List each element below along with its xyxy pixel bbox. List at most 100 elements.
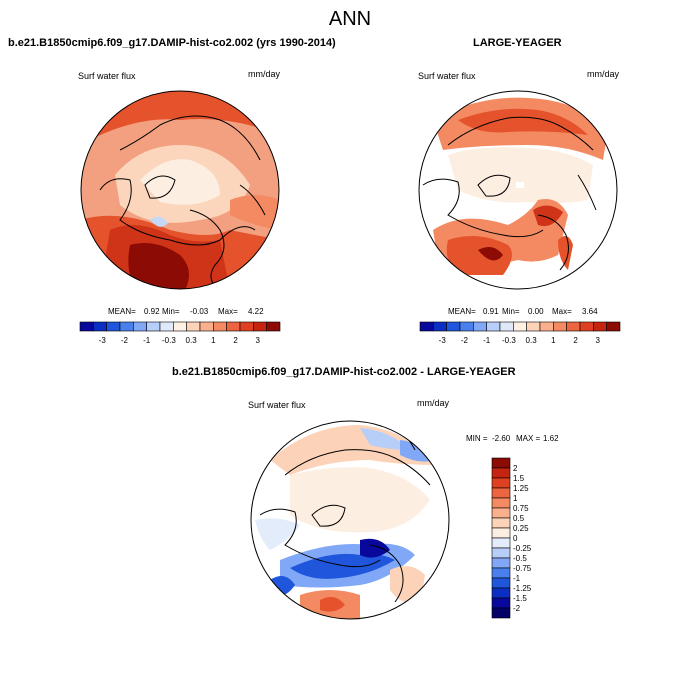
panel1-min-label: Min= xyxy=(162,307,180,316)
panel3-colorbar-tick-label: -0.75 xyxy=(513,564,532,573)
panel2-variable-label: Surf water flux xyxy=(418,71,476,81)
panel1-colorbar-swatch xyxy=(173,321,187,332)
panel1-colorbar-swatch xyxy=(266,321,281,332)
panel1-colorbar-swatch xyxy=(226,321,241,332)
panel3-colorbar-swatch xyxy=(491,607,511,619)
panel1-colorbar-tick-label: -3 xyxy=(99,336,107,345)
panel1-variable-label: Surf water flux xyxy=(78,71,136,81)
panel1-colorbar-swatch xyxy=(146,321,161,332)
panel1-max-value: 4.22 xyxy=(248,307,264,316)
panel1-mean-label: MEAN= xyxy=(108,307,136,316)
panel2-title: LARGE-YEAGER xyxy=(473,37,562,49)
panel3-colorbar-tick-label: 2 xyxy=(513,464,518,473)
panel2-colorbar-tick-label: 3 xyxy=(596,336,601,345)
panel2-max-label: Max= xyxy=(552,307,572,316)
panel2-colorbar-swatch xyxy=(513,321,527,332)
panel2-colorbar-tick-label: 0.3 xyxy=(526,336,538,345)
panel2-colorbar-tick-label: -1 xyxy=(483,336,491,345)
panel1-colorbar-swatch xyxy=(239,321,254,332)
panel3-colorbar-swatch xyxy=(491,557,511,569)
panel1-min-value: -0.03 xyxy=(190,307,209,316)
panel1-colorbar-swatch xyxy=(253,321,267,332)
panel1-colorbar-swatch xyxy=(133,321,147,332)
panel3-colorbar-swatch xyxy=(491,467,511,479)
panel2-mean-value: 0.91 xyxy=(483,307,499,316)
panel3-colorbar-swatch xyxy=(491,547,511,559)
panel3-colorbar-tick-label: 0.25 xyxy=(513,524,529,533)
panel1-colorbar-swatch xyxy=(79,321,94,332)
panel2-colorbar-swatch xyxy=(606,321,621,332)
panel2-colorbar-tick-label: 2 xyxy=(573,336,578,345)
panel1-colorbar-swatch xyxy=(213,321,227,332)
panel1-polar-map xyxy=(80,90,280,290)
panel1-colorbar-tick-label: -1 xyxy=(143,336,151,345)
panel3-colorbar-tick-label: -2 xyxy=(513,604,521,613)
panel2-colorbar-swatch xyxy=(539,321,554,332)
panel1-colorbar-swatch xyxy=(119,321,134,332)
panel3-max-label: MAX = xyxy=(516,434,541,443)
panel3-units-label: mm/day xyxy=(417,398,450,408)
panel3-colorbar-tick-label: 1.5 xyxy=(513,474,525,483)
panel3-colorbar-tick-label: -1 xyxy=(513,574,521,583)
panel1-colorbar-swatch xyxy=(186,321,201,332)
panel2-colorbar-swatch xyxy=(526,321,541,332)
panel3-colorbar-swatch xyxy=(491,507,511,519)
panel1-colorbar-tick-label: 1 xyxy=(211,336,216,345)
panel3-variable-label: Surf water flux xyxy=(248,400,306,410)
panel3-colorbar-swatch xyxy=(491,587,511,599)
panel2-max-value: 3.64 xyxy=(582,307,598,316)
panel2-colorbar-swatch xyxy=(566,321,581,332)
panel1-colorbar-tick-label: -0.3 xyxy=(162,336,176,345)
panel3-colorbar-swatch xyxy=(491,487,511,499)
panel2-colorbar-swatch xyxy=(553,321,567,332)
panel1-colorbar-swatch xyxy=(106,321,121,332)
panel3-title: b.e21.B1850cmip6.f09_g17.DAMIP-hist-co2.… xyxy=(172,366,516,378)
panel2-colorbar-swatch xyxy=(473,321,487,332)
panel3-colorbar-tick-label: 0.75 xyxy=(513,504,529,513)
panel3-colorbar-tick-label: 1.25 xyxy=(513,484,529,493)
panel3-colorbar-tick-label: 0 xyxy=(513,534,518,543)
panel3-colorbar-tick-label: 1 xyxy=(513,494,518,503)
panel3-colorbar-swatch xyxy=(491,597,511,609)
page-title: ANN xyxy=(328,8,372,30)
panel3-colorbar-swatch xyxy=(491,567,511,579)
panel1-max-label: Max= xyxy=(218,307,238,316)
panel2-min-label: Min= xyxy=(502,307,520,316)
panel2-units-label: mm/day xyxy=(587,69,620,79)
panel2-colorbar-tick-label: -2 xyxy=(461,336,469,345)
panel3-min-value: -2.60 xyxy=(492,434,511,443)
panel2-colorbar-swatch xyxy=(446,321,461,332)
panel2-colorbar-swatch xyxy=(486,321,501,332)
panel3-colorbar: 21.51.2510.750.50.250-0.25-0.5-0.75-1-1.… xyxy=(491,457,532,619)
panel2-min-value: 0.00 xyxy=(528,307,544,316)
panel1-colorbar: -3 -2 -1 -0.3 0.3 1 2 3 xyxy=(79,321,281,345)
panel3-colorbar-swatch xyxy=(491,527,511,539)
panel3-colorbar-tick-label: -0.25 xyxy=(513,544,532,553)
panel3-colorbar-swatch xyxy=(491,497,511,509)
panel2-colorbar-swatch xyxy=(499,321,514,332)
panel3-colorbar-swatch xyxy=(491,517,511,529)
panel3-colorbar-tick-label: -1.5 xyxy=(513,594,527,603)
panel2-colorbar-swatch xyxy=(433,321,447,332)
panel2-colorbar: -3 -2 -1 -0.3 0.3 1 2 3 xyxy=(419,321,621,345)
panel1-colorbar-swatch xyxy=(199,321,214,332)
panel1-colorbar-tick-label: 0.3 xyxy=(186,336,198,345)
panel3-min-label: MIN = xyxy=(466,434,488,443)
panel1-colorbar-tick-label: 3 xyxy=(256,336,261,345)
panel2-colorbar-tick-label: 1 xyxy=(551,336,556,345)
panel3-colorbar-tick-label: -0.5 xyxy=(513,554,527,563)
panel1-colorbar-tick-label: -2 xyxy=(121,336,129,345)
panel3-colorbar-tick-label: -1.25 xyxy=(513,584,532,593)
panel2-colorbar-swatch xyxy=(419,321,434,332)
panel3-colorbar-tick-label: 0.5 xyxy=(513,514,525,523)
panel3-polar-map xyxy=(250,420,450,620)
panel2-colorbar-swatch xyxy=(579,321,594,332)
panel2-colorbar-tick-label: -3 xyxy=(439,336,447,345)
panel3-colorbar-swatch xyxy=(491,477,511,489)
panel3-colorbar-swatch xyxy=(491,537,511,549)
panel2-colorbar-tick-label: -0.3 xyxy=(502,336,516,345)
panel1-colorbar-swatch xyxy=(93,321,107,332)
panel2-colorbar-swatch xyxy=(459,321,474,332)
panel2-mean-label: MEAN= xyxy=(448,307,476,316)
panel3-colorbar-swatch xyxy=(491,457,511,469)
